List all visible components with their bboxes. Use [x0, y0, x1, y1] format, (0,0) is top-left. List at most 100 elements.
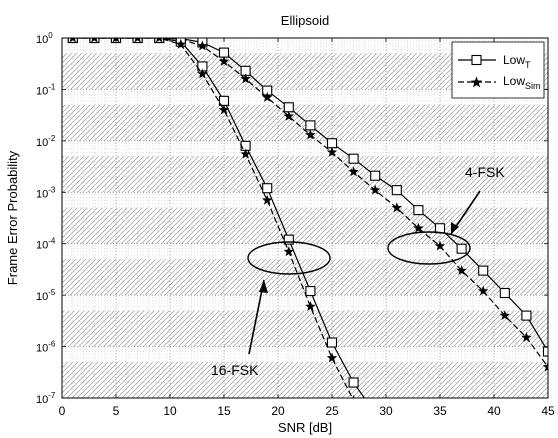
data-point	[218, 55, 230, 66]
arrowhead-icon	[259, 280, 268, 293]
arrowhead-icon	[451, 222, 459, 234]
x-tick-label: 0	[59, 404, 66, 418]
data-point	[283, 110, 295, 121]
data-point	[434, 240, 446, 251]
data-point	[456, 265, 467, 276]
square-marker-icon	[471, 54, 482, 66]
legend-label: Low	[503, 53, 525, 67]
data-point	[305, 120, 316, 131]
grid-band	[62, 104, 548, 141]
data-point	[218, 47, 230, 58]
data-point	[261, 194, 273, 205]
data-point	[521, 310, 532, 321]
annotation-ellipse-4fsk	[387, 231, 471, 265]
data-point	[348, 166, 359, 177]
data-point	[326, 352, 338, 363]
data-point	[413, 222, 424, 233]
x-tick-label: 40	[487, 404, 501, 418]
y-axis: 100 10-1 10-2 10-3 10-4 10-5 10-6 10-7	[36, 31, 548, 406]
x-tick-label: 30	[379, 404, 393, 418]
legend-item-low-sim: LowSim	[503, 74, 541, 91]
data-point	[499, 287, 510, 299]
series-16-fsk-star	[69, 38, 380, 438]
x-tick-label: 45	[541, 404, 555, 418]
grid-band	[62, 207, 548, 244]
data-point	[434, 223, 446, 234]
star-marker-icon	[470, 76, 483, 88]
data-point	[283, 234, 294, 245]
data-point	[456, 243, 467, 254]
data-point	[218, 104, 230, 115]
y-axis-label: Frame Error Probability	[5, 150, 20, 285]
data-point	[542, 346, 548, 357]
data-point	[348, 377, 359, 388]
series-layer	[67, 38, 548, 438]
annotation-ellipse-16fsk	[247, 241, 331, 275]
data-point	[326, 138, 338, 149]
annotation-arrow-16fsk	[248, 279, 265, 355]
x-tick-label: 25	[325, 404, 339, 418]
grid-band	[62, 362, 548, 398]
legend-item-low-t: LowT	[503, 53, 531, 70]
x-tick-label: 5	[113, 404, 120, 418]
data-point	[283, 246, 295, 257]
data-point	[240, 73, 251, 84]
x-axis-label: SNR [dB]	[278, 420, 332, 435]
legend-subscript: Sim	[525, 81, 541, 91]
legend: LowT LowSim	[451, 41, 545, 99]
annotation-4fsk: 4-FSK	[387, 164, 505, 265]
chart-title: Ellipsoid	[281, 13, 329, 28]
x-axis: 0 5 10 15 20 25 30 35 40 45	[59, 38, 555, 418]
data-point	[413, 205, 424, 216]
y-tick-label: 10-3	[36, 185, 56, 200]
data-point	[197, 68, 208, 79]
data-point	[391, 202, 403, 213]
data-point	[305, 301, 316, 311]
data-point	[352, 394, 355, 398]
data-point	[91, 38, 98, 43]
data-point	[370, 428, 380, 438]
data-point	[326, 146, 338, 157]
annotation-label-16fsk: 16-FSK	[211, 362, 259, 378]
x-tick-label: 20	[271, 404, 285, 418]
legend-box	[451, 41, 545, 99]
data-point	[326, 337, 338, 348]
data-point	[305, 129, 316, 140]
y-tick-label: 10-1	[36, 82, 56, 97]
data-point	[155, 38, 163, 43]
data-point	[369, 184, 381, 195]
grid	[62, 38, 548, 398]
x-tick-label: 35	[433, 404, 447, 418]
y-tick-label: 10-4	[36, 237, 56, 252]
data-point	[69, 38, 77, 43]
annotation-label-4fsk: 4-FSK	[465, 164, 505, 180]
data-point	[261, 91, 273, 102]
x-tick-label: 10	[163, 404, 177, 418]
data-point	[370, 170, 381, 181]
data-point	[305, 286, 316, 297]
plot-frame	[61, 37, 549, 399]
data-point	[499, 310, 511, 321]
x-tick-label: 15	[217, 404, 231, 418]
y-tick-label: 100	[36, 31, 53, 46]
data-point	[134, 38, 141, 43]
data-point	[478, 265, 489, 276]
annotation-16fsk: 16-FSK	[211, 241, 331, 378]
grid-band	[62, 156, 548, 193]
y-tick-label: 10-6	[36, 340, 56, 355]
legend-subscript: T	[525, 60, 531, 70]
data-point	[477, 285, 489, 296]
data-point	[348, 153, 359, 164]
data-point	[197, 40, 208, 51]
data-point	[262, 183, 273, 194]
data-point	[542, 361, 548, 372]
y-tick-label: 10-7	[36, 391, 56, 406]
data-point	[240, 148, 251, 159]
y-tick-label: 10-5	[36, 288, 56, 303]
legend-label: Low	[503, 74, 525, 88]
data-point	[391, 185, 402, 196]
data-point	[175, 38, 187, 49]
y-tick-label: 10-2	[36, 134, 56, 149]
grid-band	[62, 310, 548, 347]
